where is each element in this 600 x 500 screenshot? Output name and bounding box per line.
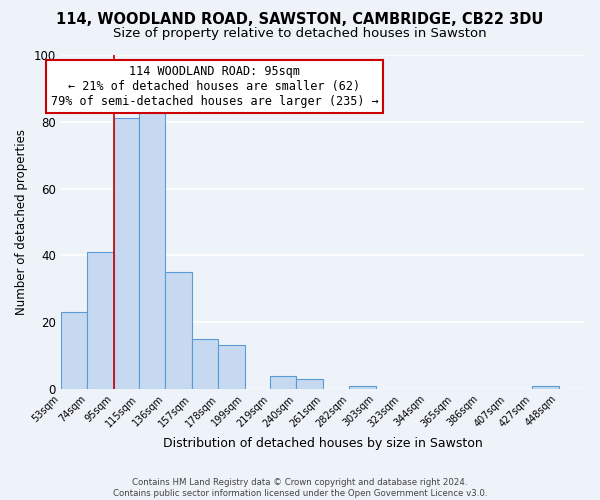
Text: 114, WOODLAND ROAD, SAWSTON, CAMBRIDGE, CB22 3DU: 114, WOODLAND ROAD, SAWSTON, CAMBRIDGE, …: [56, 12, 544, 28]
Bar: [192, 339, 218, 389]
Text: Size of property relative to detached houses in Sawston: Size of property relative to detached ho…: [113, 28, 487, 40]
Bar: [165, 272, 192, 389]
Bar: [87, 252, 113, 389]
Bar: [139, 108, 165, 389]
Bar: [113, 118, 139, 389]
Bar: [270, 376, 296, 389]
Y-axis label: Number of detached properties: Number of detached properties: [15, 129, 28, 315]
Bar: [61, 312, 87, 389]
Bar: [532, 386, 559, 389]
Text: 114 WOODLAND ROAD: 95sqm
← 21% of detached houses are smaller (62)
79% of semi-d: 114 WOODLAND ROAD: 95sqm ← 21% of detach…: [50, 65, 379, 108]
Bar: [296, 379, 323, 389]
X-axis label: Distribution of detached houses by size in Sawston: Distribution of detached houses by size …: [163, 437, 483, 450]
Bar: [349, 386, 376, 389]
Bar: [218, 346, 245, 389]
Text: Contains HM Land Registry data © Crown copyright and database right 2024.
Contai: Contains HM Land Registry data © Crown c…: [113, 478, 487, 498]
